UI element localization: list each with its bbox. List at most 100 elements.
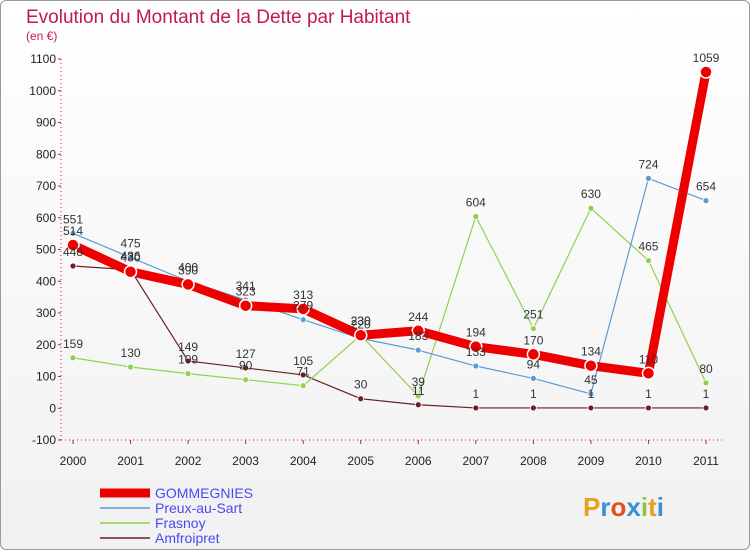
y-tick-label: 600	[36, 211, 56, 225]
logo-letter: i	[641, 492, 648, 522]
data-point-amfroipret	[69, 262, 77, 270]
x-tick-label: 2005	[347, 454, 374, 468]
series-line-frasnoy	[72, 207, 707, 397]
data-label-amfroipret: 1	[530, 387, 537, 401]
data-label-preux-au-sart: 220	[351, 317, 371, 331]
x-tick-label: 2010	[635, 454, 662, 468]
data-label-frasnoy: 159	[63, 337, 83, 351]
data-label-amfroipret: 1	[703, 387, 710, 401]
data-point-gommegnies	[238, 298, 253, 313]
y-tick-label: 0	[49, 401, 56, 415]
x-tick-label: 2009	[578, 454, 605, 468]
data-point-preux-au-sart	[127, 254, 134, 261]
data-point-amfroipret	[299, 371, 307, 379]
data-label-amfroipret: 1	[472, 387, 479, 401]
legend-label-preux-au-sart: Preux-au-Sart	[155, 500, 242, 516]
logo-letter: o	[610, 492, 626, 522]
axes: -100 0 100 200 300 400 500 600 700 800 900 1000 1100…	[29, 52, 722, 468]
data-point-frasnoy	[127, 363, 134, 371]
data-label-amfroipret: 30	[354, 378, 368, 392]
data-label-gommegnies: 244	[408, 310, 428, 324]
logo-letter: r	[600, 492, 610, 522]
y-tick-label: 1000	[29, 84, 56, 98]
data-point-preux-au-sart	[299, 316, 307, 324]
x-tick-label: 2011	[693, 454, 719, 468]
x-tick-label: 2003	[232, 454, 259, 468]
x-tick-label: 2007	[462, 454, 489, 468]
data-point-gommegnies	[526, 347, 541, 362]
data-label-gommegnies: 313	[293, 288, 313, 302]
data-label-preux-au-sart: 133	[466, 345, 486, 359]
y-tick-label: 700	[36, 179, 56, 193]
data-point-amfroipret	[414, 401, 422, 409]
data-label-preux-au-sart: 400	[178, 260, 198, 274]
data-label-amfroipret: 127	[236, 347, 256, 361]
y-tick-label: -100	[32, 433, 56, 447]
data-point-gommegnies	[411, 324, 426, 338]
data-label-frasnoy: 109	[178, 353, 198, 367]
data-label-preux-au-sart: 94	[527, 357, 541, 371]
data-label-frasnoy: 630	[581, 187, 601, 201]
series-line-gommegnies	[68, 67, 711, 378]
data-point-gommegnies	[584, 358, 598, 373]
legend-label-gommegnies: GOMMEGNIES	[155, 485, 253, 501]
legend-label-frasnoy: Frasnoy	[155, 515, 206, 531]
logo-letter: t	[648, 492, 657, 522]
logo-letter: i	[657, 492, 664, 522]
data-point-gommegnies	[469, 339, 483, 354]
data-point-preux-au-sart	[529, 375, 537, 382]
logo-letter: x	[626, 492, 641, 522]
chart-title: Evolution du Montant de la Dette par Hab…	[26, 7, 411, 28]
data-point-amfroipret	[645, 404, 652, 412]
data-label-gommegnies: 1059	[693, 51, 720, 65]
data-label-amfroipret: 105	[293, 354, 313, 368]
data-label-gommegnies: 170	[523, 333, 543, 347]
y-tick-label: 400	[36, 274, 56, 288]
data-point-gommegnies	[66, 238, 80, 252]
logo-text: Proxiti	[583, 492, 664, 522]
data-label-frasnoy: 80	[699, 362, 713, 376]
data-label-gommegnies: 230	[351, 314, 371, 328]
data-point-gommegnies	[123, 264, 138, 279]
data-point-amfroipret	[702, 404, 710, 412]
data-label-gommegnies: 194	[466, 326, 486, 340]
proxiti-logo: Proxiti	[583, 492, 664, 522]
data-point-gommegnies	[353, 328, 368, 342]
data-label-amfroipret: 1	[645, 387, 652, 401]
data-point-amfroipret	[242, 364, 250, 372]
data-point-frasnoy	[529, 325, 537, 332]
data-point-frasnoy	[69, 354, 77, 362]
data-point-frasnoy	[645, 257, 652, 265]
y-tick-label: 200	[36, 338, 56, 352]
x-tick-label: 2006	[405, 454, 432, 468]
data-label-gommegnies: 323	[236, 285, 256, 299]
data-label-preux-au-sart: 183	[408, 329, 428, 343]
data-point-gommegnies	[296, 302, 310, 316]
data-point-preux-au-sart	[587, 390, 595, 398]
data-point-preux-au-sart	[472, 362, 480, 370]
x-tick-label: 2004	[290, 454, 317, 468]
data-label-amfroipret: 11	[412, 384, 425, 398]
data-point-amfroipret	[472, 404, 480, 412]
data-label-amfroipret: 149	[178, 340, 198, 354]
data-point-frasnoy	[587, 204, 595, 212]
logo-letter: P	[583, 492, 600, 522]
data-label-preux-au-sart: 341	[236, 279, 256, 293]
data-label-amfroipret: 1	[588, 387, 595, 401]
data-label-gommegnies: 514	[63, 224, 83, 238]
data-point-gommegnies	[641, 366, 656, 381]
data-label-gommegnies: 430	[121, 251, 141, 265]
data-point-preux-au-sart	[414, 346, 422, 354]
y-tick-label: 300	[36, 306, 56, 320]
data-label-frasnoy: 465	[638, 240, 658, 254]
data-label-amfroipret: 448	[63, 245, 83, 259]
data-label-frasnoy: 130	[121, 346, 141, 360]
chart-subtitle: (en €)	[26, 29, 57, 43]
series-line-preux-au-sart	[72, 177, 707, 395]
data-point-frasnoy	[702, 379, 710, 387]
data-point-amfroipret	[587, 404, 595, 412]
y-tick-label: 800	[36, 147, 56, 161]
x-tick-label: 2002	[175, 454, 202, 468]
